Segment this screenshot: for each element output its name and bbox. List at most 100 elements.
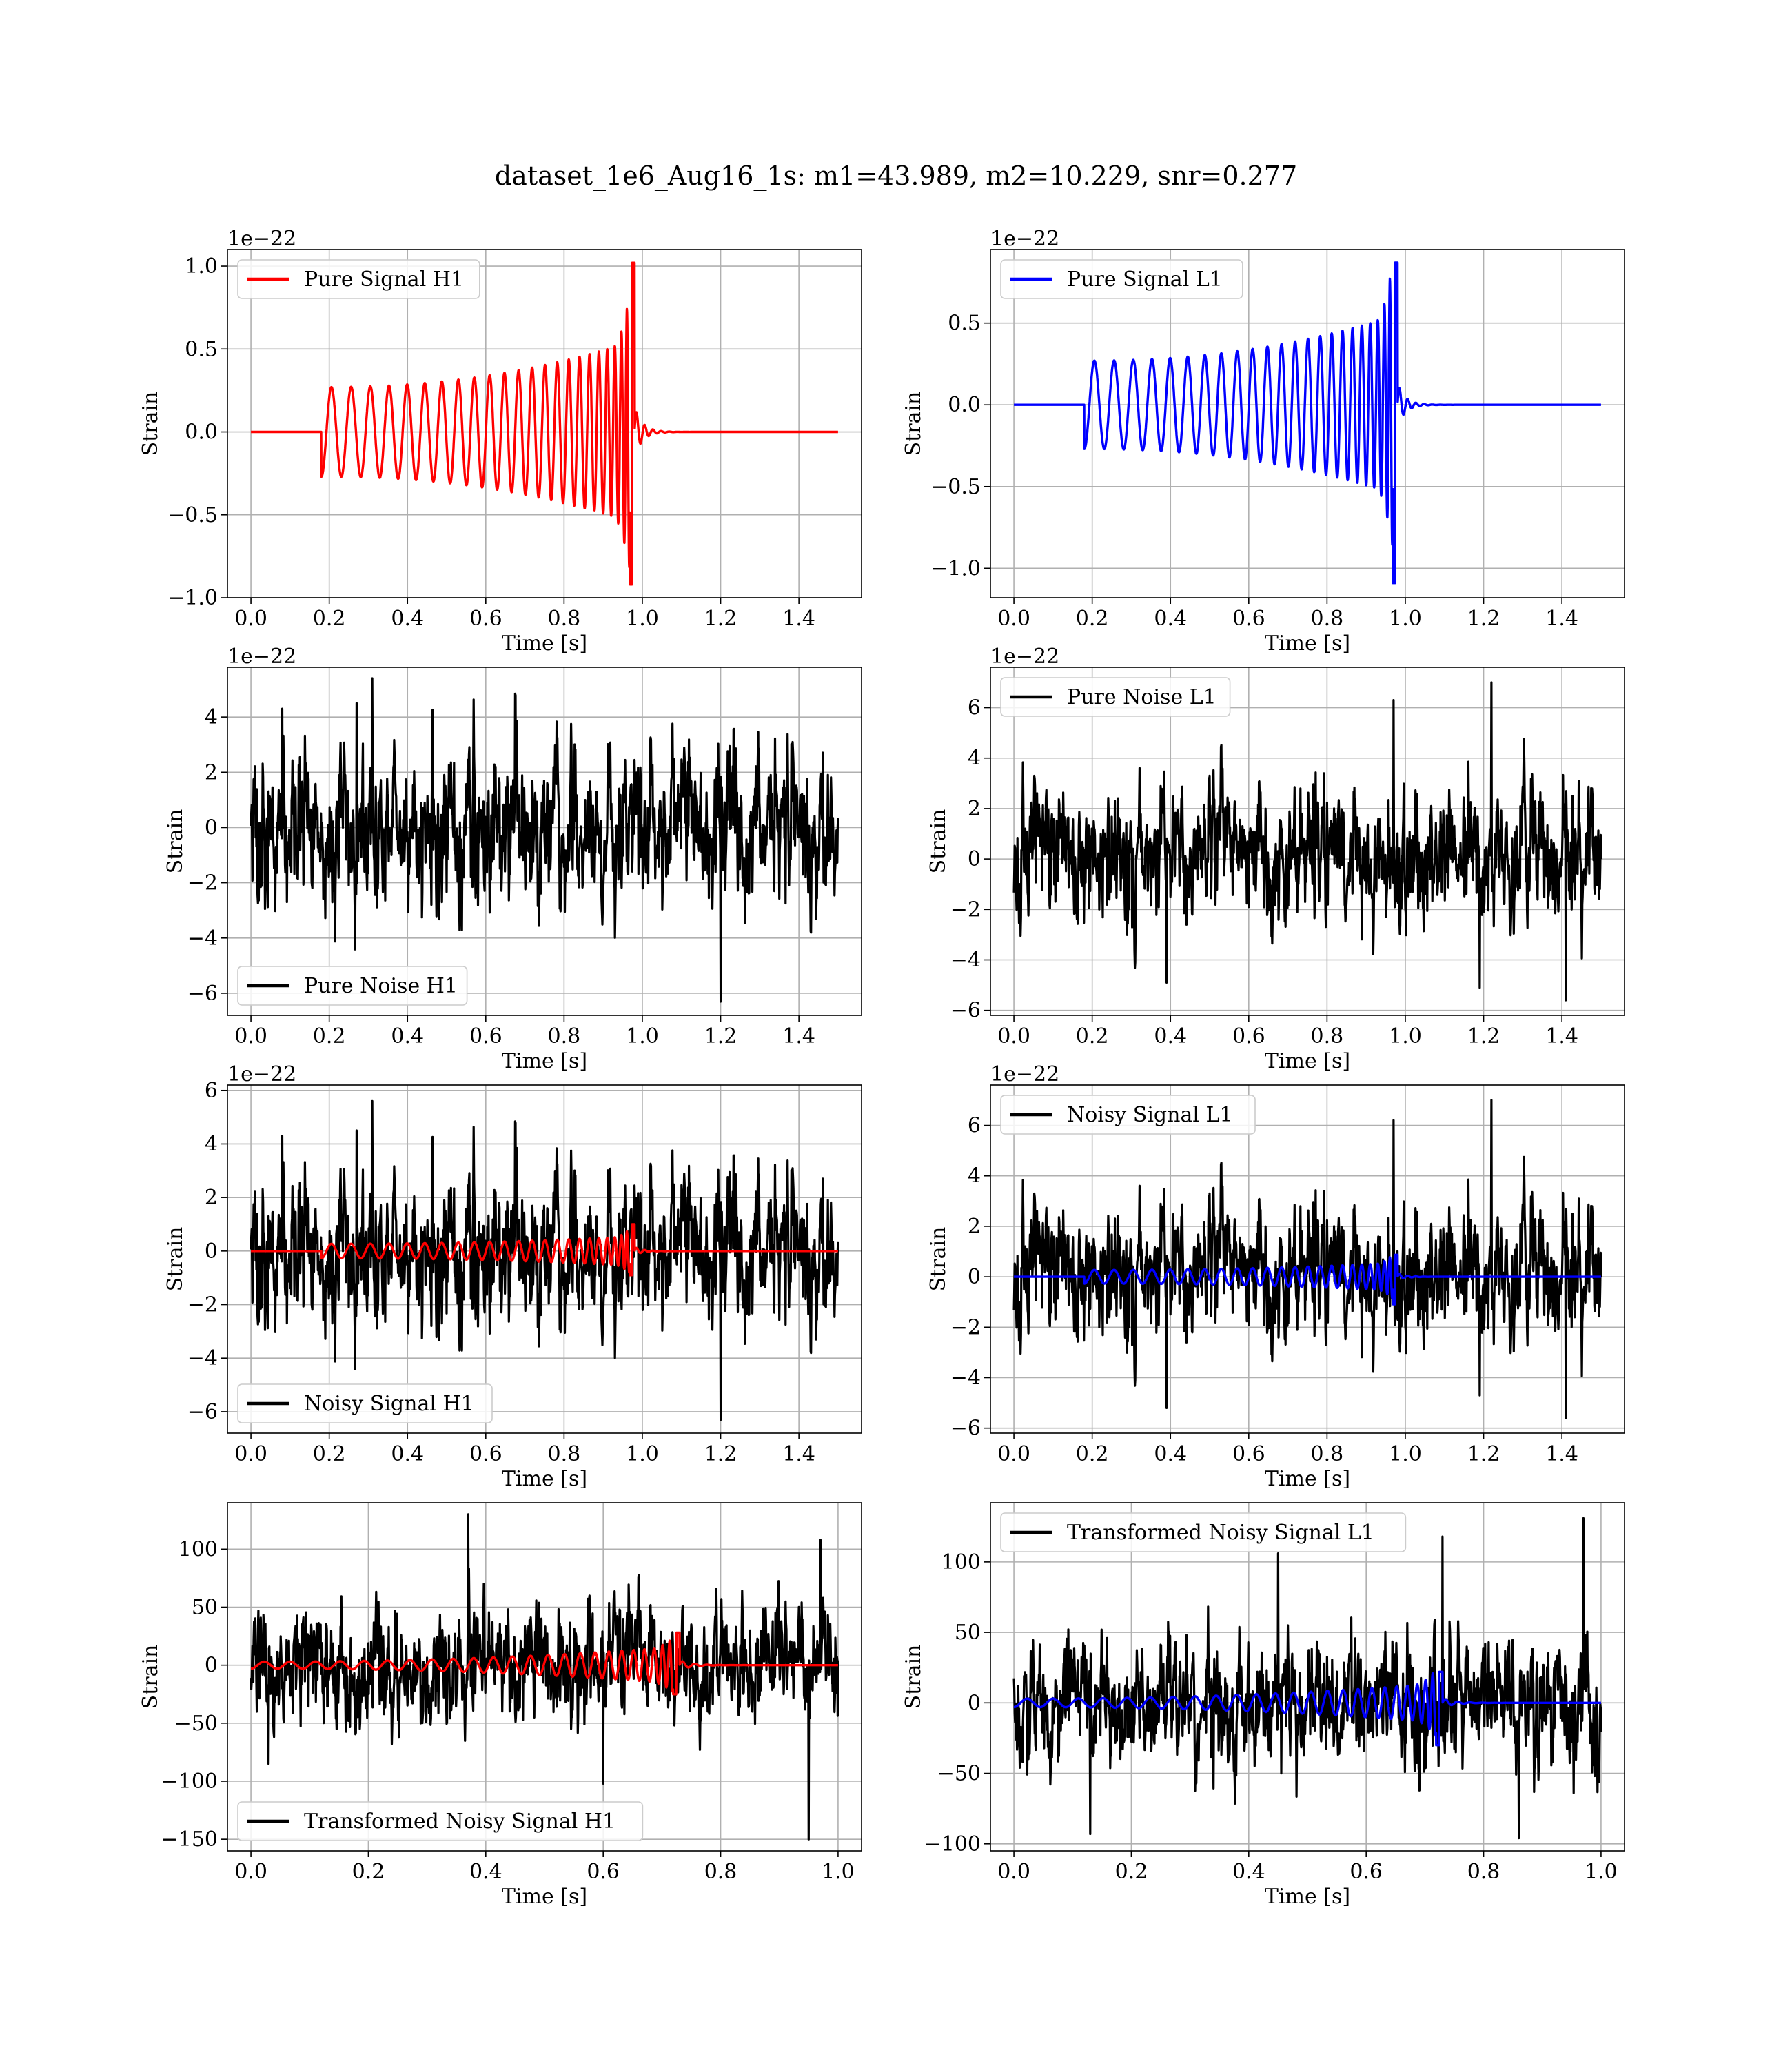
y-tick-label: −1.0: [930, 556, 981, 580]
y-tick-label: −2: [187, 871, 218, 895]
legend: Pure Signal H1: [237, 259, 480, 299]
y-axis-label: Strain: [139, 1645, 163, 1710]
legend-label: Transformed Noisy Signal L1: [1067, 1521, 1374, 1545]
x-tick-label: 1.2: [1467, 607, 1500, 631]
x-tick-label: 0.0: [997, 607, 1030, 631]
x-tick-label: 0.8: [548, 1024, 581, 1048]
legend-label: Pure Signal L1: [1067, 267, 1223, 292]
x-tick-label: 0.0: [234, 1860, 267, 1884]
x-tick-label: 1.0: [1585, 1860, 1618, 1884]
subplot-pure-noise-l1: 0.0 0.2 0.4 0.6 0.8 1.0 1.2 1.4 −6 −4 −2 0 2 4 6 Time […: [926, 645, 1625, 1073]
legend-label: Pure Signal H1: [304, 267, 464, 292]
legend-box: [1000, 259, 1243, 299]
legend: Transformed Noisy Signal L1: [1000, 1512, 1407, 1552]
series-line-pure-signal-h1: [250, 261, 839, 586]
axes-frame: [227, 1084, 862, 1434]
y-tick-label: 4: [968, 1164, 981, 1188]
x-tick-label: 1.4: [1545, 1442, 1578, 1466]
y-tick-label: −150: [161, 1827, 218, 1852]
legend-box: [237, 1801, 644, 1841]
y-axis-label: Strain: [926, 1227, 950, 1292]
axes-frame: [227, 667, 862, 1016]
y-axis-label: Strain: [926, 809, 950, 874]
series-line-transformed-noisy-signal-h1: [250, 1513, 839, 1841]
y-tick-label: 2: [968, 797, 981, 821]
x-tick-label: 0.0: [234, 1442, 267, 1466]
x-tick-label: 0.6: [469, 1442, 502, 1466]
subplot-transformed-noisy-signal-l1: 0.0 0.2 0.4 0.6 0.8 1.0 −100 −50 0 50 100 Time [s] S…: [902, 1502, 1625, 1909]
y-tick-label: 100: [941, 1550, 981, 1574]
y-tick-label: −0.5: [930, 475, 981, 499]
x-tick-label: 0.0: [234, 607, 267, 631]
y-tick-label: −6: [950, 999, 981, 1023]
x-tick-label: 0.0: [997, 1860, 1030, 1884]
x-tick-label: 0.4: [391, 607, 424, 631]
x-tick-label: 0.6: [587, 1860, 620, 1884]
y-offset-text: 1e−22: [990, 645, 1059, 669]
y-tick-label: 0: [968, 1265, 981, 1289]
subplot-pure-signal-l1: 0.0 0.2 0.4 0.6 0.8 1.0 1.2 1.4 −1.0 −0.5 0.0 0.5 Ti…: [902, 227, 1625, 656]
y-tick-label: 0: [205, 1654, 218, 1678]
y-offset-text: 1e−22: [227, 227, 296, 251]
legend-box: [237, 1383, 493, 1423]
y-tick-label: 0.0: [185, 420, 218, 445]
legend-box: [1000, 677, 1231, 717]
y-tick-label: −50: [937, 1762, 981, 1786]
y-offset-text: 1e−22: [227, 1062, 296, 1086]
x-tick-label: 1.4: [782, 1442, 815, 1466]
x-tick-label: 0.6: [1232, 1442, 1265, 1466]
y-tick-label: 6: [205, 1079, 218, 1103]
legend: Transformed Noisy Signal H1: [237, 1801, 644, 1841]
y-tick-label: 0.5: [185, 337, 218, 361]
y-offset-text: 1e−22: [990, 227, 1059, 251]
x-tick-label: 0.4: [391, 1024, 424, 1048]
y-tick-label: −6: [950, 1417, 981, 1441]
series-line-transformed-noisy-signal-l1: [1012, 1517, 1602, 1840]
legend-label: Pure Noise H1: [304, 974, 458, 998]
x-tick-label: 0.4: [1154, 607, 1187, 631]
series-line-noisy-signal-h1: [250, 1099, 839, 1421]
axes-frame: [990, 667, 1625, 1016]
x-axis-label: Time [s]: [1265, 1467, 1350, 1491]
x-tick-label: 1.4: [782, 1024, 815, 1048]
y-tick-label: 0: [205, 815, 218, 840]
x-tick-label: 1.4: [782, 607, 815, 631]
subplot-transformed-noisy-signal-h1: 0.0 0.2 0.4 0.6 0.8 1.0 −150 −100 −50 0 50 100 Time …: [139, 1502, 862, 1909]
axes-frame: [990, 1502, 1625, 1852]
y-tick-label: −50: [174, 1712, 218, 1736]
y-tick-label: 50: [955, 1621, 981, 1645]
x-tick-label: 0.8: [704, 1860, 737, 1884]
x-tick-label: 0.6: [469, 607, 502, 631]
y-tick-label: −4: [187, 1346, 218, 1370]
x-tick-label: 1.0: [626, 1024, 659, 1048]
y-tick-label: −0.5: [167, 503, 218, 527]
y-tick-label: 4: [205, 705, 218, 729]
x-axis-label: Time [s]: [1265, 1885, 1350, 1909]
y-offset-text: 1e−22: [227, 645, 296, 669]
legend: Pure Noise L1: [1000, 677, 1231, 717]
y-tick-label: −4: [950, 1366, 981, 1390]
y-axis-label: Strain: [902, 392, 926, 456]
axes-frame: [990, 249, 1625, 598]
y-tick-label: 0.0: [948, 393, 981, 417]
x-tick-label: 0.2: [1076, 607, 1109, 631]
y-tick-label: −2: [950, 898, 981, 922]
legend-box: [237, 259, 480, 299]
x-tick-label: 0.4: [1154, 1024, 1187, 1048]
y-tick-label: 4: [968, 747, 981, 771]
x-tick-label: 1.0: [1389, 607, 1422, 631]
x-tick-label: 0.6: [469, 1024, 502, 1048]
x-tick-label: 0.4: [391, 1442, 424, 1466]
y-tick-label: −4: [187, 926, 218, 951]
x-tick-label: 1.2: [704, 607, 737, 631]
x-tick-label: 0.2: [313, 1442, 346, 1466]
y-tick-label: −1.0: [167, 586, 218, 610]
x-tick-label: 0.8: [1467, 1860, 1500, 1884]
legend: Noisy Signal H1: [237, 1383, 493, 1423]
axes-frame: [227, 249, 862, 598]
legend-label: Noisy Signal H1: [304, 1392, 474, 1416]
x-tick-label: 1.0: [1389, 1024, 1422, 1048]
y-tick-label: 1.0: [185, 254, 218, 278]
axes-frame: [227, 1502, 862, 1852]
x-tick-label: 0.2: [1076, 1442, 1109, 1466]
